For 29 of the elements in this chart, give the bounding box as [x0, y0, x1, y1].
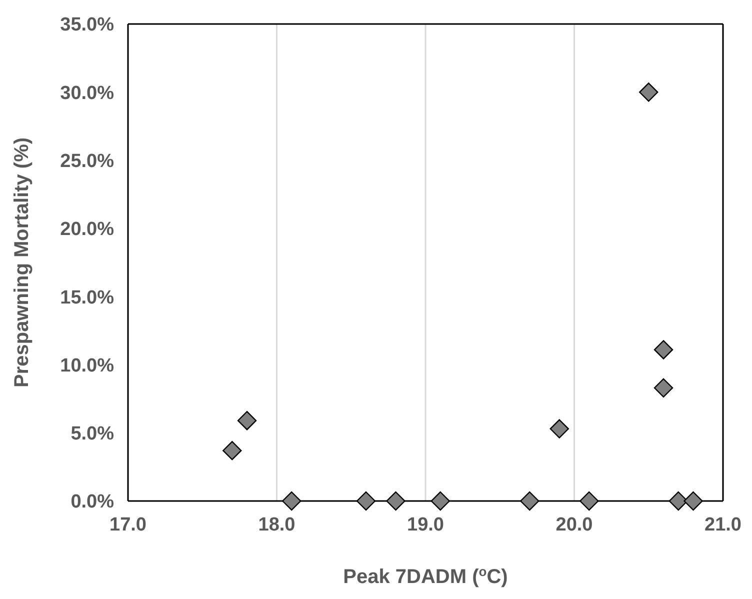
point	[668, 491, 688, 511]
x-tick-label: 19.0	[407, 514, 444, 536]
point	[282, 491, 302, 511]
point	[222, 440, 242, 460]
point	[430, 491, 450, 511]
y-tick-label: 30.0%	[60, 82, 114, 104]
point	[684, 491, 703, 511]
y-tick-label: 10.0%	[60, 355, 114, 376]
point	[520, 491, 540, 511]
point	[386, 491, 406, 511]
point	[550, 419, 569, 438]
x-tick-label: 20.0	[556, 514, 593, 536]
point	[639, 82, 658, 102]
y-tick-label: 0.0%	[70, 492, 114, 513]
y-tick-label: 5.0%	[70, 424, 114, 445]
x-tick-label: 18.0	[258, 514, 296, 536]
point	[580, 491, 599, 511]
point	[356, 491, 376, 511]
point	[654, 340, 674, 360]
y-tick-label: 15.0%	[60, 287, 114, 308]
y-tick-label: 20.0%	[60, 219, 114, 240]
y-tick-label: 25.0%	[60, 151, 114, 172]
y-tick-label: 35.0%	[60, 14, 114, 36]
y-axis-title: Prespawning Mortality (%)	[11, 137, 33, 388]
x-tick-label: 17.0	[110, 514, 146, 536]
x-axis-title: Peak 7DADM ($^{o}$C)	[343, 564, 508, 588]
point	[237, 410, 257, 430]
x-tick-label: 21.0	[704, 514, 742, 536]
point	[654, 378, 674, 398]
